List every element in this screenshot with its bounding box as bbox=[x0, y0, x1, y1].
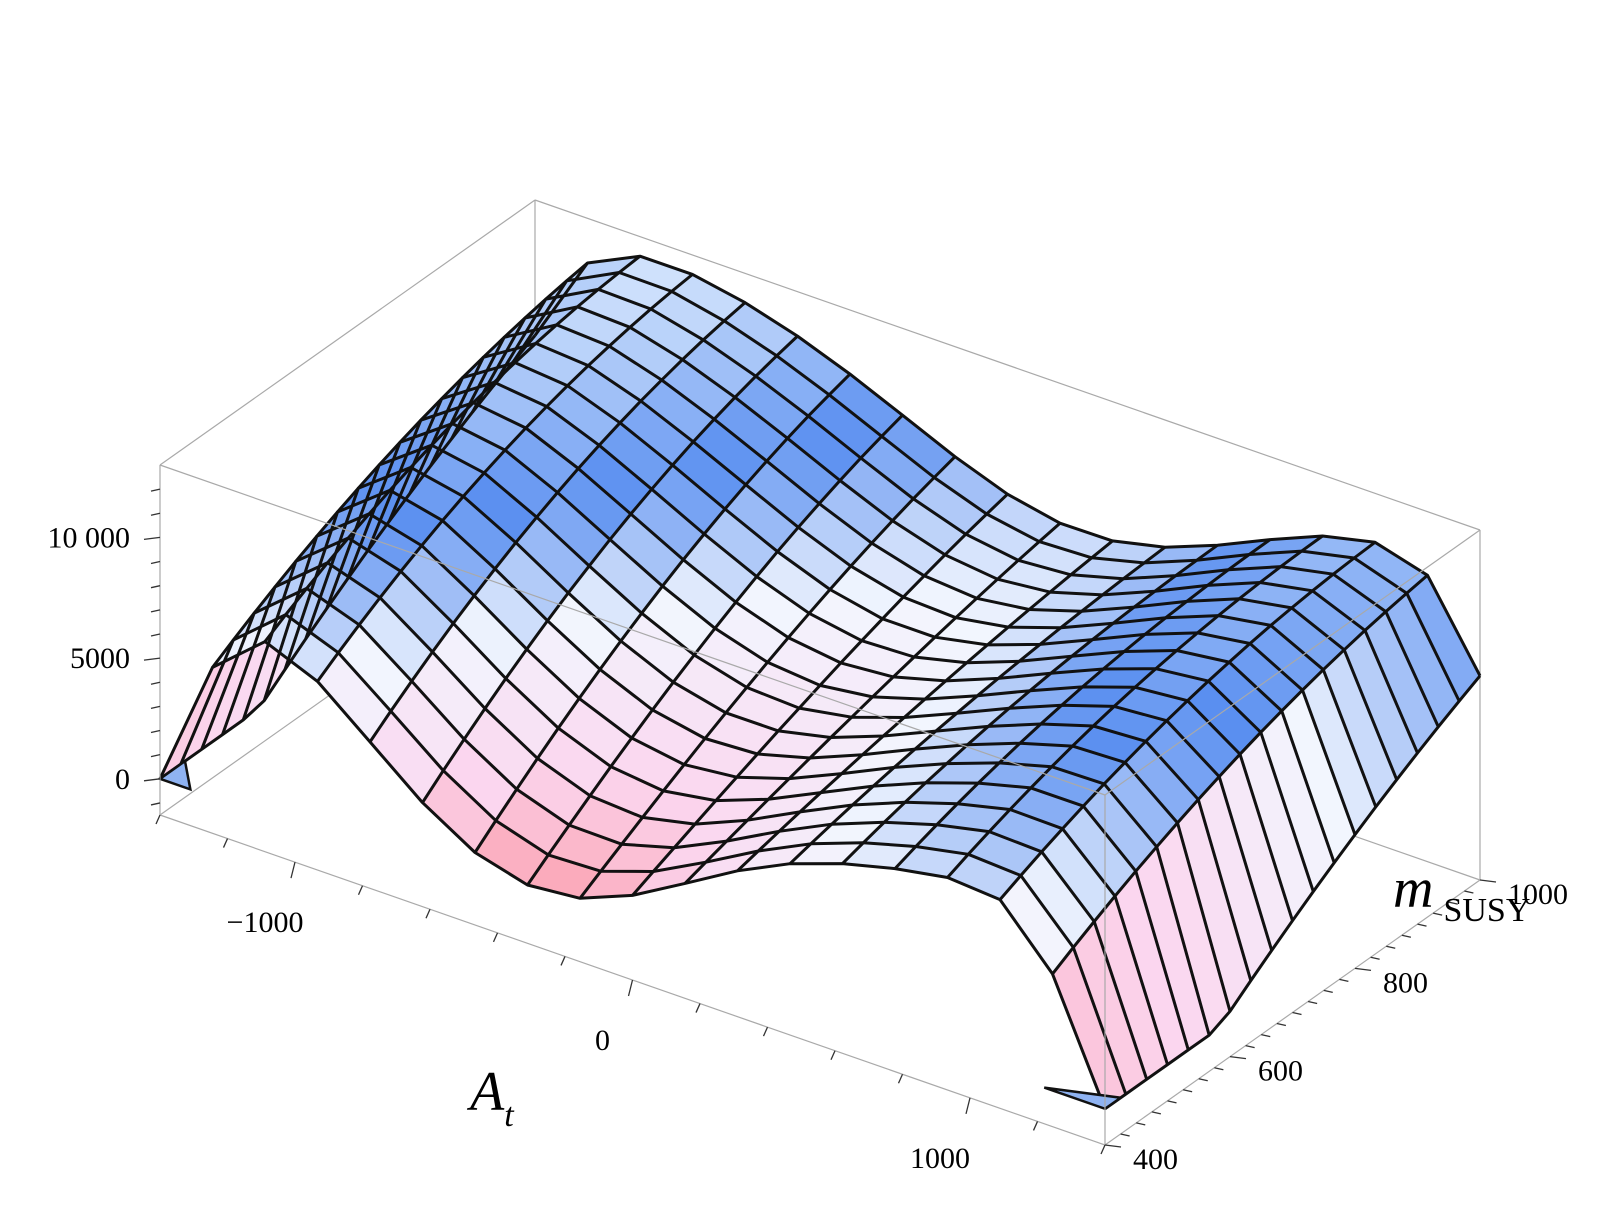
y-tick bbox=[1151, 1111, 1162, 1115]
x-tick bbox=[222, 838, 229, 848]
x-tick-label: 0 bbox=[595, 1024, 610, 1057]
mesh-line-m bbox=[241, 536, 1190, 1051]
z-tick-label: 10 000 bbox=[48, 521, 131, 554]
z-tick bbox=[150, 705, 161, 710]
y-tick-label: 1000 bbox=[1508, 878, 1568, 911]
z-tick bbox=[150, 488, 161, 492]
y-tick bbox=[1276, 1022, 1287, 1027]
z-tick bbox=[150, 609, 161, 613]
x-tick bbox=[627, 979, 634, 997]
y-tick bbox=[1479, 879, 1497, 883]
y-tick-label: 800 bbox=[1383, 966, 1428, 999]
y-tick bbox=[1167, 1100, 1177, 1104]
mesh-line-m bbox=[262, 512, 1211, 1036]
mesh-line-m bbox=[387, 380, 1336, 864]
mesh-line-m bbox=[429, 341, 1378, 808]
y-axis-label-main: m bbox=[1393, 858, 1433, 920]
z-tick bbox=[143, 657, 161, 661]
z-tick bbox=[150, 512, 161, 516]
mesh-line-m bbox=[221, 561, 1169, 1066]
y-tick bbox=[1292, 1011, 1302, 1016]
mesh-line-m bbox=[492, 287, 1440, 728]
y-tick bbox=[1214, 1067, 1224, 1071]
mesh-line-m bbox=[450, 323, 1399, 781]
x-tick bbox=[290, 861, 296, 879]
mesh-line-m bbox=[408, 361, 1357, 836]
x-tick bbox=[830, 1050, 836, 1060]
y-tick bbox=[1339, 978, 1349, 983]
y-tick bbox=[1448, 901, 1458, 905]
surface bbox=[157, 254, 1482, 1111]
y-tick bbox=[1307, 1000, 1318, 1005]
box-edge-back-2 bbox=[159, 199, 536, 466]
y-tick bbox=[1323, 989, 1333, 994]
mesh-line-m bbox=[512, 271, 1461, 702]
x-tick bbox=[357, 885, 364, 895]
z-tick bbox=[150, 560, 161, 565]
y-tick bbox=[1229, 1056, 1247, 1060]
z-tick bbox=[150, 681, 161, 685]
y-tick bbox=[1104, 1144, 1122, 1148]
y-tick bbox=[1464, 890, 1474, 894]
y-axis-label: m SUSY bbox=[1393, 858, 1530, 929]
x-tick bbox=[425, 909, 431, 919]
mesh-line-m bbox=[471, 305, 1419, 754]
x-tick bbox=[965, 1097, 971, 1115]
mesh-line-m bbox=[533, 254, 1482, 677]
floor-cap-right bbox=[1043, 1086, 1124, 1111]
z-tick bbox=[143, 536, 161, 541]
z-tick bbox=[150, 633, 161, 637]
y-tick bbox=[1401, 934, 1412, 938]
y-axis-label-sub: SUSY bbox=[1443, 892, 1530, 929]
y-tick bbox=[1432, 912, 1443, 916]
y-tick-label: 400 bbox=[1133, 1143, 1178, 1176]
x-tick bbox=[762, 1026, 769, 1037]
mesh-line-m bbox=[158, 640, 1107, 1110]
axis-ticks bbox=[143, 488, 1497, 1155]
mesh-line-m bbox=[200, 586, 1149, 1080]
y-tick bbox=[1245, 1044, 1255, 1049]
y-tick bbox=[1370, 956, 1380, 960]
x-tick bbox=[897, 1074, 904, 1084]
z-tick bbox=[150, 585, 161, 589]
x-axis-label-main: A bbox=[466, 1061, 505, 1123]
z-tick bbox=[143, 778, 161, 782]
z-tick-label: 5000 bbox=[70, 642, 130, 675]
x-tick bbox=[560, 956, 566, 966]
mesh-line-m bbox=[283, 488, 1232, 1012]
box-edge-front-4 bbox=[159, 464, 1106, 796]
y-tick bbox=[1417, 923, 1427, 927]
x-tick bbox=[695, 1003, 701, 1013]
x-axis-label: At bbox=[466, 1061, 515, 1134]
mesh-line-m bbox=[346, 422, 1294, 922]
x-axis-label-sub: t bbox=[504, 1097, 515, 1134]
y-tick bbox=[1198, 1078, 1208, 1082]
y-tick bbox=[1261, 1033, 1271, 1038]
z-tick bbox=[150, 729, 161, 734]
y-tick bbox=[1386, 945, 1396, 949]
x-tick bbox=[1032, 1121, 1039, 1131]
y-tick bbox=[1354, 967, 1372, 971]
mesh-line-m bbox=[325, 443, 1274, 951]
y-tick-label: 600 bbox=[1258, 1055, 1303, 1088]
z-tick-label: 0 bbox=[115, 763, 130, 796]
mesh-line-m bbox=[304, 465, 1253, 982]
box-edge-back-1 bbox=[534, 199, 1481, 531]
y-tick bbox=[1136, 1122, 1146, 1126]
y-tick bbox=[1120, 1133, 1130, 1137]
mesh-line-m bbox=[366, 401, 1315, 892]
x-tick bbox=[1100, 1144, 1106, 1155]
z-tick bbox=[150, 754, 161, 758]
mesh-line-m bbox=[179, 613, 1128, 1095]
x-tick bbox=[492, 932, 499, 943]
box-edge-front-5 bbox=[1104, 529, 1481, 796]
x-tick-label: −1000 bbox=[227, 906, 304, 939]
x-tick-label: 1000 bbox=[910, 1142, 970, 1175]
x-tick bbox=[155, 814, 161, 825]
floor-cap-left bbox=[157, 758, 193, 792]
z-tick bbox=[150, 802, 161, 806]
y-tick bbox=[1182, 1089, 1193, 1093]
